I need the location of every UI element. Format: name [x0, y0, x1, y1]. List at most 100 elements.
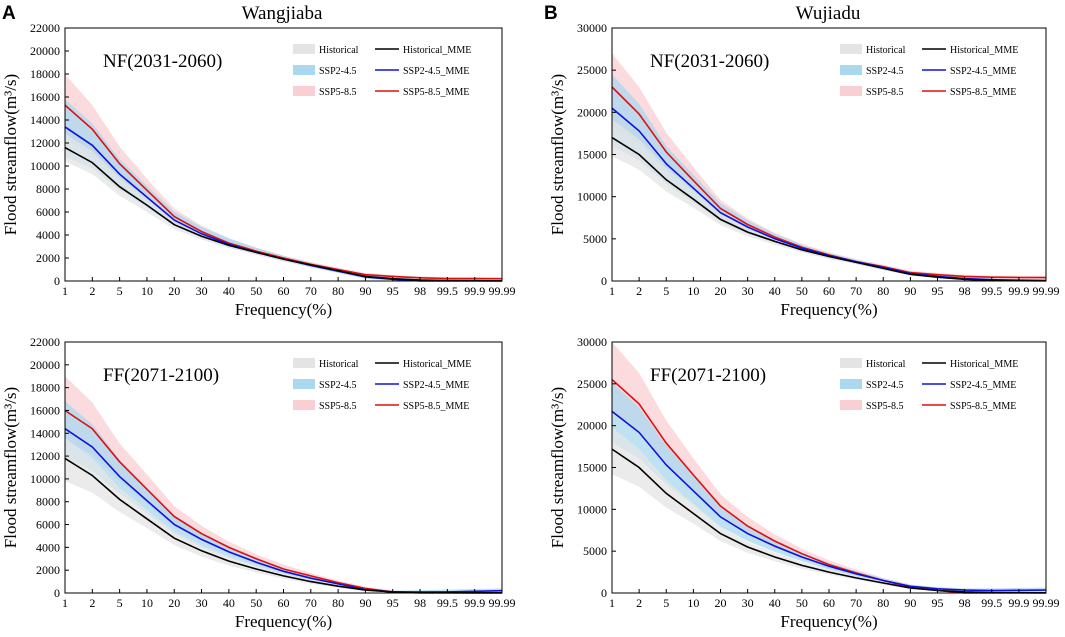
line-historical-mme	[611, 136, 1047, 282]
y-tick-label: 8000	[36, 182, 60, 196]
y-tick-label: 20000	[30, 358, 60, 372]
legend-label-line: SSP2-4.5_MME	[403, 380, 469, 391]
x-tick-label: 99.5	[981, 596, 1002, 610]
legend-label-line: SSP2-4.5_MME	[403, 66, 469, 77]
x-tick-label: 1	[609, 596, 615, 610]
y-tick-label: 2000	[36, 563, 60, 577]
y-tick-label: 14000	[30, 113, 60, 127]
x-tick-label: 1	[609, 284, 615, 298]
legend-label-band: SSP5-8.5	[866, 401, 904, 412]
x-tick-label: 20	[168, 596, 180, 610]
band-ssp5-8-5	[65, 376, 502, 593]
y-tick-label: 20000	[30, 44, 60, 58]
legend-swatch-ssp5-8-5	[840, 400, 862, 410]
legend-label-band: SSP2-4.5	[319, 380, 357, 391]
x-tick-label: 20	[715, 596, 727, 610]
legend-swatch-historical	[293, 44, 315, 54]
x-tick-label: 10	[141, 284, 153, 298]
x-tick-label: 99.9	[1008, 284, 1029, 298]
x-tick-label: 10	[687, 284, 699, 298]
x-axis-label: Frequency(%)	[235, 612, 332, 631]
legend-swatch-ssp5-8-5	[840, 86, 862, 96]
x-tick-label: 20	[168, 284, 180, 298]
x-tick-label: 90	[359, 596, 371, 610]
legend-label-band: Historical	[866, 45, 906, 56]
x-tick-label: 70	[305, 284, 317, 298]
line-ssp5-8-5-mme	[64, 104, 503, 280]
x-tick-label: 10	[687, 596, 699, 610]
y-tick-label: 20000	[577, 105, 607, 119]
period-label: NF(2031-2060)	[103, 51, 222, 72]
period-label: FF(2071-2100)	[650, 365, 766, 386]
y-tick-label: 20000	[577, 419, 607, 433]
legend-label-line: SSP5-8.5_MME	[950, 401, 1016, 412]
legend-label-band: SSP2-4.5	[319, 66, 357, 77]
x-tick-label: 98	[959, 284, 971, 298]
y-tick-label: 18000	[30, 67, 60, 81]
y-tick-label: 0	[601, 274, 607, 288]
x-tick-label: 2	[89, 284, 95, 298]
legend-label-line: Historical_MME	[403, 359, 471, 370]
period-label: FF(2071-2100)	[103, 365, 219, 386]
x-tick-label: 90	[359, 284, 371, 298]
x-tick-label: 30	[196, 596, 208, 610]
x-tick-label: 99.5	[981, 284, 1002, 298]
station-title-wangjiaba: Wangjiaba	[242, 3, 323, 24]
y-tick-label: 16000	[30, 90, 60, 104]
station-title-wujiadu: Wujiadu	[796, 3, 861, 24]
x-axis-label: Frequency(%)	[235, 300, 332, 319]
x-tick-label: 50	[796, 284, 808, 298]
y-tick-label: 16000	[30, 403, 60, 417]
legend-label-band: SSP5-8.5	[866, 87, 904, 98]
x-tick-label: 99.5	[437, 596, 458, 610]
legend-swatch-ssp5-8-5	[293, 400, 315, 410]
x-tick-label: 95	[932, 284, 944, 298]
y-tick-label: 25000	[577, 377, 607, 391]
x-tick-label: 30	[196, 284, 208, 298]
x-tick-label: 99.99	[489, 284, 516, 298]
legend-label-band: SSP5-8.5	[319, 401, 357, 412]
band-historical	[612, 427, 1046, 593]
line-historical-mme	[611, 448, 1047, 594]
chart-wujiadu-nf: 0 5000 10000 15000 20000 25000 30000 1 2 5 10 20 30 4…	[548, 21, 1060, 319]
x-tick-label: 99.99	[1033, 284, 1060, 298]
line-ssp2-4-5-mme	[611, 410, 1047, 592]
legend-label-band: SSP5-8.5	[319, 87, 357, 98]
x-tick-label: 99.9	[464, 284, 485, 298]
x-tick-label: 80	[877, 284, 889, 298]
legend-label-band: Historical	[319, 45, 359, 56]
x-tick-label: 90	[904, 596, 916, 610]
band-historical	[65, 133, 502, 281]
legend-label-band: Historical	[319, 359, 359, 370]
x-tick-label: 40	[223, 596, 235, 610]
x-tick-label: 50	[250, 284, 262, 298]
x-tick-label: 10	[141, 596, 153, 610]
x-tick-label: 98	[959, 596, 971, 610]
x-tick-label: 2	[636, 284, 642, 298]
legend-swatch-ssp5-8-5	[293, 86, 315, 96]
y-tick-label: 12000	[30, 449, 60, 463]
y-tick-label: 30000	[577, 21, 607, 35]
y-tick-label: 0	[54, 586, 60, 600]
band-historical	[65, 437, 502, 593]
x-tick-label: 80	[877, 596, 889, 610]
y-tick-label: 6000	[36, 518, 60, 532]
y-tick-label: 4000	[36, 540, 60, 554]
legend-swatch-ssp2-4-5	[840, 379, 862, 389]
legend-label-line: SSP5-8.5_MME	[950, 87, 1016, 98]
x-tick-label: 5	[117, 596, 123, 610]
y-tick-label: 0	[601, 586, 607, 600]
panel-letter-b: B	[544, 3, 558, 24]
x-tick-label: 50	[796, 596, 808, 610]
x-tick-label: 98	[414, 284, 426, 298]
y-axis-label: Flood streamflow(m³/s)	[548, 387, 567, 548]
y-tick-label: 10000	[577, 502, 607, 516]
x-tick-label: 30	[742, 596, 754, 610]
legend: Historical Historical_MME SSP2-4.5 SSP2-4.5…	[293, 44, 471, 98]
band-ssp2-4-5	[612, 382, 1046, 592]
legend-swatch-historical	[840, 358, 862, 368]
legend-label-line: Historical_MME	[950, 359, 1018, 370]
band-ssp2-4-5	[65, 401, 502, 593]
x-tick-label: 95	[932, 596, 944, 610]
y-axis-label: Flood streamflow(m³/s)	[548, 74, 567, 235]
